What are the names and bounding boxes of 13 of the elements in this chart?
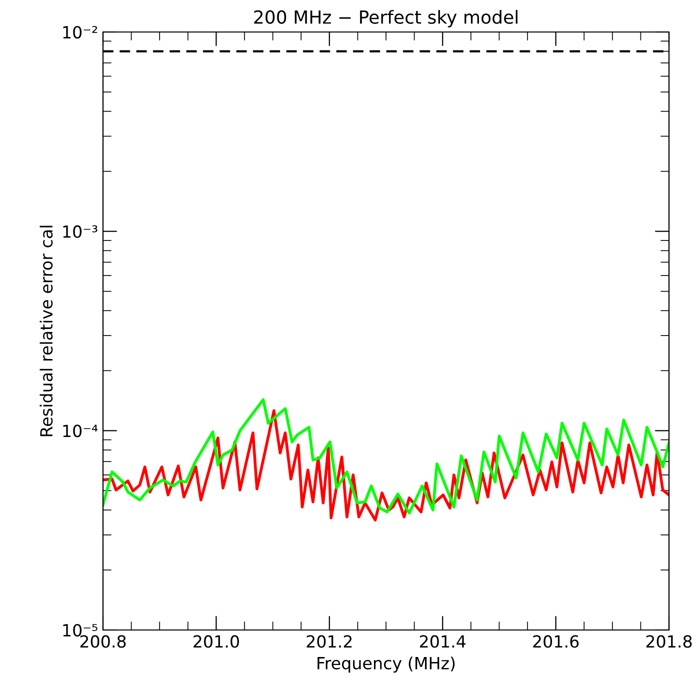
chart-title: 200 MHz − Perfect sky model (254, 10, 518, 28)
x-tick-label: 201.8 (646, 635, 692, 648)
x-tick-label: 200.8 (80, 635, 126, 648)
y-axis-title: Residual relative error cal (40, 226, 53, 436)
y-tick-label: 10⁻⁴ (63, 424, 98, 438)
x-tick-label: 201.0 (194, 635, 239, 648)
x-tick-label: 201.6 (533, 635, 579, 648)
x-axis-title: Frequency (MHz) (318, 656, 455, 673)
x-tick-label: 201.4 (420, 635, 466, 648)
y-tick-label: 10⁻² (63, 26, 98, 39)
y-tick-label: 10⁻⁵ (63, 624, 98, 637)
x-tick-label: 201.2 (306, 635, 352, 648)
y-tick-label: 10⁻³ (63, 225, 98, 238)
